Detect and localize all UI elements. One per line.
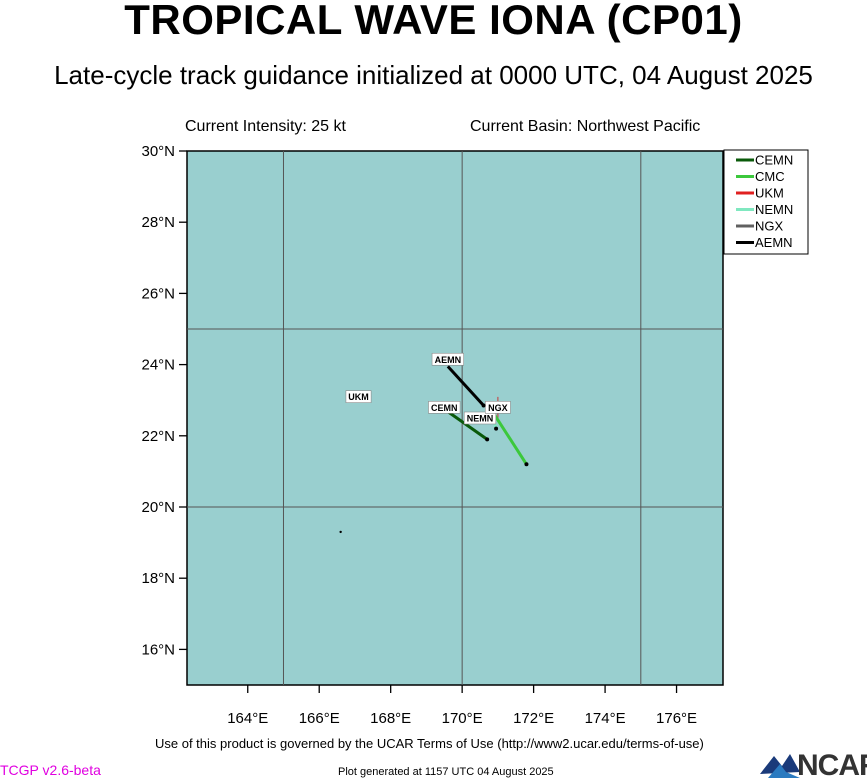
track-label-ukm: UKM [345,390,372,403]
track-label-box [428,401,461,414]
track-label-text: NEMN [467,414,494,424]
current-intensity: Current Intensity: 25 kt [185,118,346,135]
track-label-text: AEMN [435,355,462,365]
lon-tick-label: 174°E [585,710,626,727]
ncar-logo-icon [760,754,800,778]
track-label-box [431,352,464,366]
legend-box [723,149,809,255]
page-subtitle: Late-cycle track guidance initialized at… [54,60,813,90]
lon-tick-label: 172°E [513,710,554,727]
lat-tick-label: 18°N [141,570,175,587]
lat-tick-label: 28°N [141,214,175,231]
lat-tick-label: 30°N [141,143,175,160]
legend-entry-cmc: CMC [755,169,785,184]
track-label-ngx: NGX [484,401,511,414]
legend-entry-ukm: UKM [755,186,784,201]
track-label-box [345,390,372,403]
terms-of-use-text: Use of this product is governed by the U… [155,736,704,751]
track-end-point [524,462,529,467]
legend-entry-cemn: CEMN [755,153,793,168]
current-basin: Current Basin: Northwest Pacific [470,118,701,135]
lon-tick-label: 170°E [442,710,483,727]
page-title: TROPICAL WAVE IONA (CP01) [124,0,743,43]
ncar-logo-text: NCAR [797,749,867,782]
lat-tick-label: 24°N [141,357,175,374]
map-grid [187,151,723,685]
track-label-text: CEMN [431,403,458,413]
track-label-text: UKM [348,392,369,402]
legend-entry-ngx: NGX [755,219,784,234]
track-label-text: NGX [488,403,508,413]
track-label-aemn: AEMN [431,352,464,366]
legend-entry-aemn: AEMN [755,235,793,250]
lat-tick-label: 16°N [141,641,175,658]
legend-entry-nemn: NEMN [755,202,793,217]
lat-tick-label: 20°N [141,499,175,516]
track-aemn [446,365,485,407]
lon-tick-label: 168°E [370,710,411,727]
track-end-point [481,403,486,408]
track-cmc [493,413,528,466]
lon-tick-label: 164°E [227,710,268,727]
track-end-point [485,437,490,442]
lon-tick-label: 166°E [299,710,340,727]
track-label-box [463,411,497,425]
track-label-cemn: CEMN [428,401,461,414]
island-point [339,530,342,534]
lon-tick-label: 176°E [656,710,697,727]
ncar-logo: NCAR [760,749,867,782]
lat-tick-label: 26°N [141,285,175,302]
map-axis-ticks: 30°N 28°N 26°N 24°N 22°N 20°N 18°N 16°N 164°E 166… [141,143,697,727]
track-label-box [484,401,511,414]
track-label-nemn: NEMN [463,411,497,425]
generated-timestamp: Plot generated at 1157 UTC 04 August 202… [338,766,554,778]
track-end-point [494,426,499,431]
version-label: TCGP v2.6-beta [0,762,101,778]
lat-tick-label: 22°N [141,428,175,445]
